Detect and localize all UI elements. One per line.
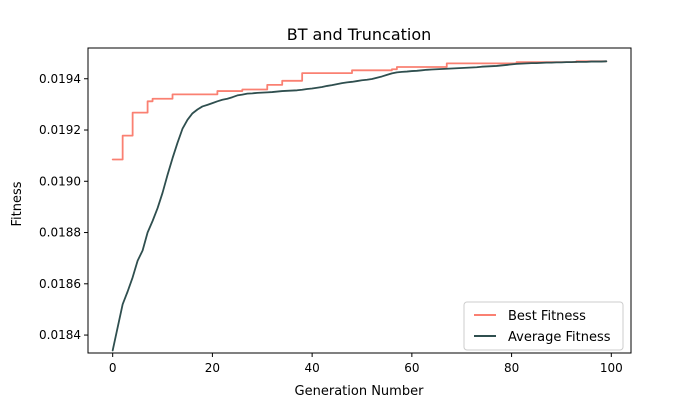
x-tick-label: 20 [205, 361, 220, 375]
series-layer [111, 60, 608, 352]
x-tick-label: 80 [504, 361, 519, 375]
series-line-average-fitness [111, 60, 608, 352]
y-axis-ticks: 0.0184 0.0186 0.0188 0.0190 0.0192 0.0194 [39, 72, 88, 342]
x-tick-label: 0 [109, 361, 117, 375]
y-tick-label: 0.0186 [39, 277, 81, 291]
chart-title: BT and Truncation [287, 25, 432, 44]
y-tick-label: 0.0192 [39, 123, 81, 137]
y-tick-label: 0.0184 [39, 328, 81, 342]
series-line-best-fitness [111, 60, 608, 161]
y-tick-label: 0.0188 [39, 226, 81, 240]
x-axis-label: Generation Number [295, 384, 425, 399]
legend: Best Fitness Average Fitness [463, 301, 624, 351]
legend-label-average-fitness: Average Fitness [508, 330, 611, 345]
legend-label-best-fitness: Best Fitness [508, 309, 586, 324]
x-axis-ticks: 0 20 40 60 80 100 [109, 353, 623, 375]
x-tick-label: 60 [404, 361, 419, 375]
plot-area [87, 47, 632, 354]
y-axis-label: Fitness [10, 181, 25, 226]
y-tick-label: 0.0194 [39, 72, 81, 86]
x-tick-label: 40 [304, 361, 319, 375]
y-tick-label: 0.0190 [39, 174, 81, 188]
legend-box [463, 301, 624, 351]
x-tick-label: 100 [600, 361, 623, 375]
